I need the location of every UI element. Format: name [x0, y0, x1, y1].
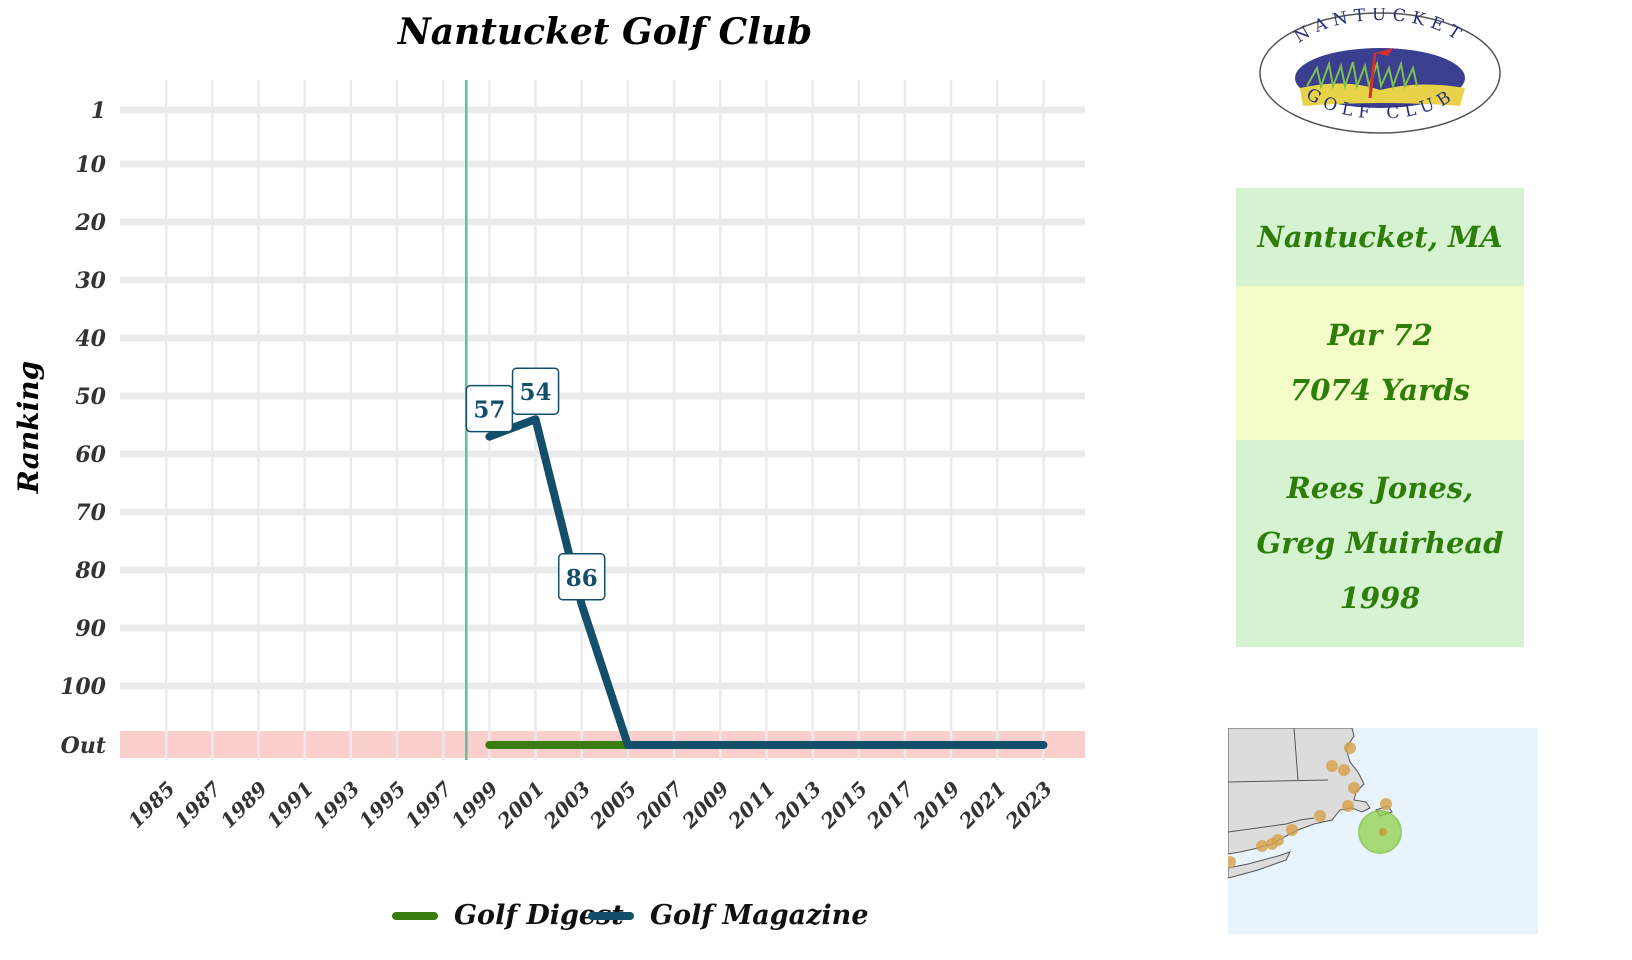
location-box: Nantucket, MA — [1236, 188, 1524, 286]
ranking-chart: Nantucket Golf Club Ranking 1 10 20 30 40 50 6… — [12, 11, 1085, 834]
legend-swatch-golf-magazine — [588, 911, 634, 920]
x-tick-label: 1989 — [216, 777, 272, 833]
y-tick-label: 20 — [74, 210, 106, 236]
data-label-text: 86 — [566, 565, 598, 592]
x-tick-label: 1987 — [170, 777, 226, 833]
data-label: 54 — [511, 367, 560, 415]
x-tick-label: 1985 — [123, 777, 179, 833]
x-tick-label: 2005 — [584, 777, 641, 834]
data-label: 57 — [465, 384, 514, 433]
data-label-box — [511, 367, 560, 415]
x-tick-label: 1993 — [308, 777, 364, 833]
location-text: Nantucket, MA — [1257, 219, 1503, 254]
architect-box: Rees Jones, Greg Muirhead 1998 — [1236, 440, 1524, 647]
data-label: 86 — [557, 553, 606, 601]
x-tick-label: 2001 — [492, 777, 549, 834]
legend-label-golf-magazine: Golf Magazine — [650, 900, 869, 931]
chart-title: Nantucket Golf Club — [397, 11, 812, 53]
par-text: Par 72 — [1327, 318, 1433, 352]
x-tick-label: 2019 — [908, 777, 965, 834]
y-tick-label: 50 — [75, 384, 106, 410]
x-tick-label: 1997 — [400, 777, 456, 833]
x-tick-label: 2017 — [861, 777, 918, 834]
club-logo: NANTUCKET GOLF CLUB — [1255, 5, 1505, 142]
y-axis-label: Ranking — [12, 361, 45, 494]
series-line-golf-magazine — [485, 415, 1048, 749]
x-tick-label: 1999 — [447, 777, 503, 833]
y-tick-label: 40 — [75, 326, 106, 352]
x-tick-label: 2007 — [631, 777, 688, 834]
y-tick-label: 90 — [75, 616, 106, 642]
legend-swatch-golf-digest — [392, 911, 438, 920]
yards-text: 7074 Yards — [1290, 373, 1470, 407]
y-tick-label: 10 — [75, 152, 106, 178]
x-tick-label: 1995 — [354, 777, 410, 833]
x-tick-label: 2009 — [677, 777, 734, 834]
opened-year: 1998 — [1339, 581, 1421, 615]
architect-line-2: Greg Muirhead — [1256, 526, 1504, 560]
x-tick-label: 1991 — [262, 777, 318, 833]
y-tick-label: 70 — [75, 500, 106, 526]
x-tick-label: 2015 — [815, 777, 872, 834]
x-tick-label: 2023 — [1000, 777, 1057, 834]
y-tick-label: 1 — [91, 98, 106, 124]
course-stats-box: Par 72 7074 Yards — [1236, 286, 1524, 440]
legend-item-golf-magazine: Golf Magazine — [588, 900, 869, 931]
y-tick-label: 60 — [75, 442, 106, 468]
architect-line-1: Rees Jones, — [1286, 471, 1474, 505]
location-map — [1224, 727, 1538, 938]
y-tick-label: Out — [61, 733, 106, 759]
x-tick-label: 2011 — [723, 777, 780, 834]
data-label-text: 57 — [473, 397, 505, 424]
data-label-box — [557, 553, 606, 601]
x-tick-label: 2021 — [954, 777, 1011, 834]
y-tick-label: 30 — [75, 268, 106, 294]
x-tick-label: 2003 — [538, 777, 595, 834]
y-tick-label: 80 — [74, 558, 106, 584]
x-tick-label: 2013 — [769, 777, 826, 834]
y-tick-label: 100 — [60, 674, 107, 700]
data-label-text: 54 — [520, 379, 552, 406]
